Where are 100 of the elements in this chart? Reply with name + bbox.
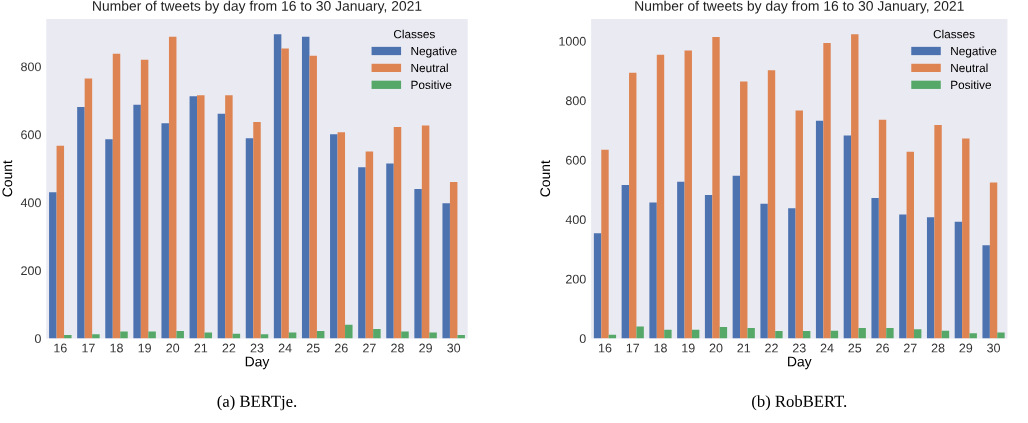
bar bbox=[664, 329, 672, 339]
x-tick-label: 27 bbox=[363, 343, 376, 353]
x-tick-label: 19 bbox=[682, 343, 695, 353]
bar bbox=[934, 124, 942, 339]
bar bbox=[449, 182, 458, 339]
bar bbox=[767, 70, 776, 339]
bar bbox=[823, 43, 831, 339]
bar bbox=[281, 48, 289, 339]
bar bbox=[775, 330, 783, 339]
bar bbox=[712, 36, 720, 339]
bar bbox=[414, 188, 422, 339]
bar bbox=[401, 331, 409, 339]
x-tick-label: 26 bbox=[876, 343, 889, 353]
bar bbox=[64, 335, 72, 339]
y-tick-label: 600 bbox=[566, 155, 586, 165]
x-tick-label: 26 bbox=[334, 343, 348, 353]
bar bbox=[373, 328, 381, 339]
text: (b) RobBERT. bbox=[752, 395, 847, 411]
bar bbox=[969, 333, 977, 339]
y-axis-title: Count bbox=[540, 160, 551, 197]
bar bbox=[56, 145, 65, 339]
bar bbox=[429, 332, 437, 339]
bar bbox=[421, 125, 430, 339]
legend-label: Positive bbox=[951, 80, 992, 90]
bar bbox=[112, 53, 121, 339]
bar bbox=[740, 81, 748, 339]
y-tick-label: 800 bbox=[21, 62, 41, 72]
x-tick-label: 30 bbox=[447, 343, 461, 353]
bar bbox=[997, 332, 1005, 339]
x-tick-label: 28 bbox=[391, 343, 404, 353]
x-tick-label: 17 bbox=[626, 343, 640, 353]
bar bbox=[168, 36, 177, 339]
bar bbox=[358, 167, 366, 339]
x-tick-label: 18 bbox=[654, 343, 667, 353]
x-tick-label: 23 bbox=[250, 343, 264, 353]
bar bbox=[245, 138, 254, 339]
bar bbox=[217, 113, 226, 339]
bar bbox=[273, 34, 282, 339]
x-axis-title: Day bbox=[788, 356, 812, 370]
bar bbox=[656, 54, 665, 339]
bar bbox=[871, 198, 879, 339]
bar bbox=[982, 245, 990, 339]
bar bbox=[386, 163, 394, 339]
y-tick-label: 600 bbox=[21, 130, 41, 140]
x-tick-label: 30 bbox=[987, 343, 1001, 353]
bar bbox=[906, 151, 914, 339]
bar bbox=[788, 208, 796, 339]
x-tick-label: 17 bbox=[82, 343, 95, 353]
bar bbox=[133, 104, 141, 339]
bar bbox=[593, 233, 602, 339]
bar bbox=[649, 202, 657, 339]
bar bbox=[989, 182, 998, 339]
x-axis-title: Day bbox=[245, 356, 270, 370]
x-tick-label: 20 bbox=[709, 343, 723, 353]
bar bbox=[148, 331, 156, 339]
bar bbox=[815, 120, 824, 339]
text: (a) BERTje. bbox=[217, 395, 297, 411]
x-tick-label: 23 bbox=[792, 343, 806, 353]
x-tick-label: 29 bbox=[419, 343, 432, 353]
bar bbox=[795, 110, 803, 339]
x-tick-label: 16 bbox=[598, 343, 612, 353]
y-tick-label: 400 bbox=[565, 215, 586, 225]
bar bbox=[732, 175, 741, 339]
legend-label: Negative bbox=[951, 46, 997, 58]
legend-label: Positive bbox=[411, 80, 452, 90]
x-tick-label: 16 bbox=[54, 343, 67, 353]
bar bbox=[913, 329, 922, 339]
x-tick-label: 22 bbox=[222, 343, 236, 353]
bar bbox=[886, 327, 894, 339]
bar bbox=[760, 203, 768, 339]
bar bbox=[393, 127, 402, 339]
x-tick-label: 21 bbox=[194, 343, 208, 353]
bar bbox=[677, 181, 685, 339]
bar bbox=[719, 327, 728, 339]
bar bbox=[636, 326, 644, 339]
x-tick-label: 25 bbox=[848, 343, 862, 353]
bar bbox=[747, 327, 755, 339]
bar bbox=[442, 203, 450, 339]
y-tick-label: 200 bbox=[566, 274, 586, 284]
y-tick-label: 0 bbox=[579, 334, 586, 344]
x-tick-label: 21 bbox=[737, 343, 751, 353]
legend-title: Classes bbox=[933, 29, 975, 39]
x-tick-label: 24 bbox=[820, 343, 834, 353]
x-tick-label: 25 bbox=[306, 343, 320, 353]
legend-label: Neutral bbox=[411, 63, 448, 73]
legend-label: Negative bbox=[411, 46, 457, 58]
x-tick-label: 20 bbox=[166, 343, 180, 353]
bar bbox=[120, 331, 128, 339]
bar bbox=[629, 72, 637, 339]
y-tick-label: 200 bbox=[21, 266, 41, 276]
bar bbox=[899, 214, 907, 339]
chart-title: Number of tweets by day from 16 to 30 January, 2021 bbox=[93, 0, 422, 14]
x-tick-label: 24 bbox=[278, 343, 292, 353]
bar bbox=[621, 184, 630, 339]
bar bbox=[176, 330, 184, 339]
bar bbox=[684, 50, 692, 339]
bar bbox=[954, 221, 963, 339]
bar bbox=[309, 55, 317, 339]
bar bbox=[197, 95, 205, 339]
bar bbox=[84, 78, 93, 339]
